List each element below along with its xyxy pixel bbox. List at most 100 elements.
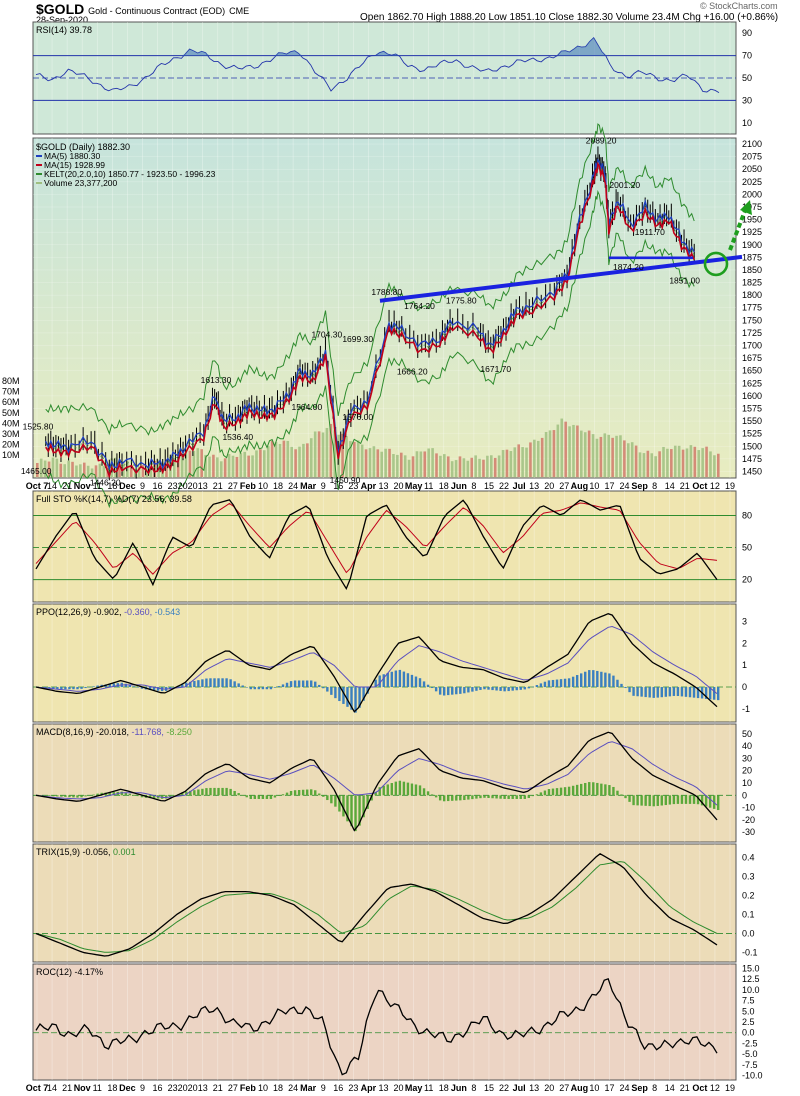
volume-bar — [509, 451, 513, 477]
volume-bar — [356, 440, 360, 477]
volume-bar — [165, 460, 168, 477]
macd-histogram-bar — [636, 795, 639, 806]
volume-bar — [505, 449, 509, 477]
macd-histogram-bar — [96, 793, 99, 796]
volume-bar — [717, 453, 720, 477]
volume-tick: 30M — [2, 429, 20, 439]
macd-histogram-bar — [559, 787, 563, 796]
ppo-histogram-bar — [676, 687, 680, 697]
volume-bar — [376, 449, 380, 477]
ppo-histogram-bar — [237, 683, 240, 688]
ppo-tick: 0 — [742, 682, 747, 692]
macd-histogram-bar — [92, 794, 95, 796]
price-annotation: 1788.80 — [371, 287, 402, 297]
ppo-histogram-bar — [652, 687, 655, 698]
x-axis-label: 23 — [168, 1083, 178, 1093]
volume-bar — [595, 438, 599, 477]
macd-histogram-bar — [354, 795, 357, 832]
macd-histogram-bar — [571, 785, 575, 796]
roc-tick: -7.5 — [742, 1060, 758, 1070]
ppo-title-signal: -0.360, — [124, 607, 155, 617]
price-tick: 1625 — [742, 378, 762, 388]
macd-histogram-bar — [273, 795, 277, 798]
price-tick: 1850 — [742, 265, 762, 275]
macd-histogram-bar — [173, 795, 176, 796]
rsi-tick: 50 — [742, 73, 752, 83]
x-axis-label: 18 — [107, 1083, 117, 1093]
price-annotation: 1911.70 — [635, 227, 665, 237]
price-tick: 1575 — [742, 403, 762, 413]
x-axis-label: Oct 7 — [26, 481, 49, 491]
ppo-histogram-bar — [221, 678, 224, 688]
ppo-histogram-bar — [688, 687, 692, 698]
macd-histogram-bar — [233, 790, 236, 796]
macd-panel — [32, 723, 737, 843]
x-axis-label: 20 — [544, 1083, 554, 1093]
x-axis-label: Apr — [361, 481, 377, 491]
price-tick: 1800 — [742, 290, 762, 300]
volume-bar — [349, 441, 352, 477]
x-axis-label: 16 — [153, 1083, 163, 1093]
symbol: $GOLD — [36, 1, 85, 17]
volume-bar — [501, 450, 505, 477]
volume-bar — [47, 461, 51, 477]
ppo-histogram-bar — [209, 678, 212, 688]
volume-bar — [560, 418, 564, 477]
x-axis-label: 13 — [529, 481, 539, 491]
ppo-histogram-bar — [430, 687, 434, 689]
macd-histogram-bar — [84, 795, 87, 797]
volume-bar — [266, 445, 270, 477]
trix-tick: 0.4 — [742, 852, 755, 862]
macd-histogram-bar — [640, 795, 643, 806]
macd-histogram-bar — [257, 795, 261, 799]
volume-bar — [313, 431, 317, 477]
legend-swatch — [36, 173, 42, 175]
volume-bar — [333, 430, 337, 477]
macd-histogram-bar — [652, 795, 655, 807]
volume-bar — [388, 448, 391, 477]
price-tick: 1950 — [742, 215, 762, 225]
macd-histogram-bar — [237, 793, 240, 796]
macd-histogram-bar — [491, 795, 494, 799]
macd-histogram-bar — [555, 788, 559, 796]
macd-histogram-bar — [88, 795, 91, 796]
volume-bar — [290, 446, 293, 477]
macd-histogram-bar — [185, 791, 188, 796]
ppo-histogram-bar — [249, 687, 252, 690]
ppo-histogram-bar — [503, 687, 506, 692]
ppo-histogram-bar — [257, 687, 261, 690]
volume-bar — [529, 442, 532, 477]
volume-bar — [642, 453, 646, 477]
ppo-histogram-bar — [620, 683, 623, 688]
x-axis-label: May — [405, 481, 423, 491]
volume-bar — [243, 451, 247, 477]
x-axis-label: 27 — [228, 1083, 238, 1093]
macd-histogram-bar — [434, 795, 438, 798]
x-axis-label: 10 — [258, 481, 268, 491]
x-axis-label: 11 — [93, 1083, 102, 1093]
ppo-histogram-bar — [672, 687, 676, 696]
ppo-histogram-bar — [64, 687, 67, 690]
price-tick: 2075 — [742, 152, 762, 162]
volume-bar — [548, 430, 552, 477]
x-axis-label: 27 — [559, 481, 569, 491]
x-axis-label: Mar — [300, 1083, 317, 1093]
volume-bar — [82, 462, 86, 477]
ppo-histogram-bar — [346, 687, 349, 707]
volume-bar — [454, 460, 458, 477]
ppo-histogram-bar — [632, 687, 635, 696]
roc-panel — [32, 963, 737, 1081]
volume-bar — [564, 421, 567, 477]
keltner-lower-line — [45, 189, 695, 509]
ppo-histogram-bar — [644, 687, 647, 698]
macd-histogram-bar — [704, 795, 708, 807]
x-axis-label: 21 — [680, 1083, 690, 1093]
volume-bar — [462, 458, 466, 477]
ppo-histogram-bar — [547, 680, 551, 688]
x-axis-label: 13 — [198, 1083, 208, 1093]
macd-histogram-bar — [48, 795, 51, 796]
volume-bar — [552, 430, 556, 477]
ppo-histogram-bar — [68, 687, 71, 690]
macd-histogram-bar — [366, 795, 369, 809]
macd-histogram-bar — [531, 795, 535, 797]
